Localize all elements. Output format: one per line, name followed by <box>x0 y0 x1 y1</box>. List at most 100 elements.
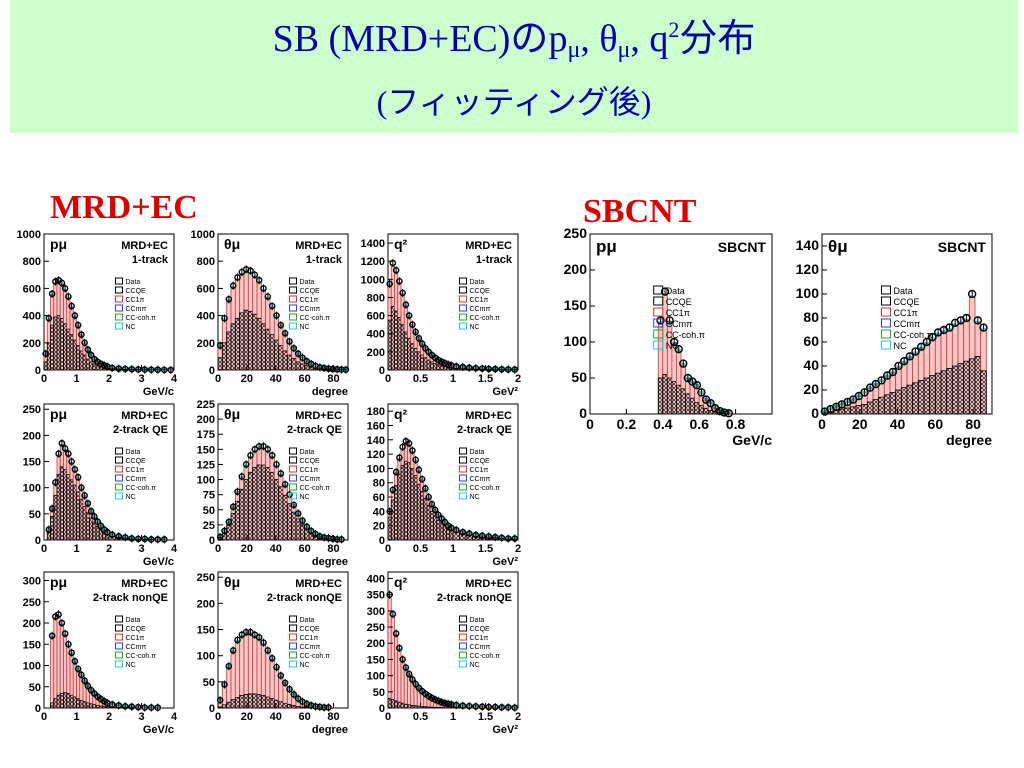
data-point <box>656 316 665 325</box>
data-point <box>277 672 285 679</box>
mc-ccqe-bar <box>230 699 236 709</box>
legend-label: CC-coh.π <box>666 330 705 340</box>
data-point <box>389 610 397 618</box>
panel-label: 2-track QE <box>287 424 342 436</box>
mc-ccqe-bar <box>872 399 880 415</box>
panel-label: MRD+EC <box>295 578 342 590</box>
data-point <box>441 699 449 707</box>
data-point <box>55 611 62 618</box>
legend-swatch <box>459 304 467 312</box>
y-tick-label: 100 <box>23 483 41 495</box>
mc-ccqe-bar <box>433 515 438 541</box>
legend-label: CCQE <box>894 297 920 307</box>
chart-sbcnt-theta: 0 20 40 60 80 0 20 40 60 80 100 120 140 degree θμ SBCNT… <box>796 233 993 448</box>
panel-label: 2-track QE <box>457 424 512 436</box>
x-axis-label: degree <box>312 556 348 568</box>
y-tick-label: 20 <box>803 381 819 397</box>
legend-swatch <box>653 285 664 295</box>
mc-ccqe-bar <box>286 703 293 709</box>
mc-ccqe-bar <box>278 701 284 709</box>
mc-ccqe-bar <box>433 706 438 709</box>
y-tick-label: 150 <box>197 625 215 637</box>
data-point <box>299 517 306 524</box>
data-point <box>333 366 341 373</box>
mc-ccqe-bar <box>410 468 415 541</box>
data-point <box>459 528 467 536</box>
data-point <box>147 366 155 374</box>
data-point <box>74 473 82 481</box>
mc-ccqe-bar <box>252 693 258 709</box>
mc-ccqe-bar <box>912 382 919 415</box>
x-tick-label: 0 <box>215 711 221 723</box>
mc-ccqe-bar <box>230 513 236 541</box>
data-point <box>877 376 886 385</box>
y-tick-label: 140 <box>367 435 385 447</box>
data-point <box>697 388 706 397</box>
x-tick-label: 0 <box>385 373 391 385</box>
data-point <box>441 518 449 526</box>
legend-swatch <box>115 286 123 294</box>
y-tick-label: 200 <box>197 338 215 350</box>
chart-mrd-2tracknonqe-theta: 0 20 40 60 80 0 50 100 150 200 250 degree θμ MRD+EC 2-… <box>197 571 349 736</box>
data-point <box>399 289 406 297</box>
mc-ccqe-bar <box>239 695 245 709</box>
mc-ccqe-bar <box>95 525 100 541</box>
mc-ccqe-bar <box>282 494 288 541</box>
data-point <box>100 361 108 369</box>
chart-sbcnt-p: 0 0.2 0.4 0.6 0.8 0 50 100 150 200 250 GeV/c pμ SBCNT… <box>564 225 773 448</box>
data-point <box>277 321 285 329</box>
data-point <box>216 696 224 704</box>
data-point <box>251 271 259 279</box>
mc-ccqe-bar <box>269 698 275 709</box>
data-point <box>247 267 254 275</box>
mc-ccqe-bar <box>50 702 55 709</box>
data-point <box>438 515 445 522</box>
title-q: q <box>649 18 669 60</box>
data-point <box>415 334 423 342</box>
mc-ccqe-bar <box>394 700 399 709</box>
data-point <box>498 365 506 373</box>
legend-label: CC1π <box>300 297 319 304</box>
data-point <box>409 676 416 683</box>
mc-ccqe-bar <box>426 359 431 371</box>
x-tick-label: 80 <box>327 711 339 723</box>
legend-swatch <box>459 456 467 464</box>
legend-swatch <box>459 322 467 330</box>
mc-total-bar <box>53 618 58 709</box>
x-tick-label: 40 <box>270 373 282 385</box>
x-axis-label: degree <box>946 432 992 448</box>
data-point <box>392 630 400 637</box>
x-axis-label: degree <box>312 724 348 736</box>
mc-ccqe-bar <box>397 317 402 371</box>
legend-swatch <box>289 456 297 464</box>
mc-ccqe-bar <box>295 361 301 371</box>
mc-ccqe-bar <box>269 471 275 541</box>
variable-label: pμ <box>596 237 617 256</box>
page-title: SB (MRD+EC)のpμ, θμ, q2分布 <box>10 8 1018 72</box>
data-point <box>435 511 442 519</box>
mc-ccqe-bar <box>234 317 241 371</box>
x-tick-label: 3 <box>138 711 144 723</box>
legend-label: CCmπ <box>470 644 491 651</box>
legend-label: CCQE <box>300 288 321 295</box>
title-theta-mu: μ <box>617 37 631 63</box>
y-tick-label: 150 <box>23 457 41 469</box>
data-point <box>108 531 116 539</box>
mc-ccqe-bar <box>66 474 71 541</box>
title-suffix: 分布 <box>679 18 756 60</box>
legend-swatch <box>289 651 297 659</box>
data-point <box>78 484 85 491</box>
legend-label: Data <box>666 286 685 296</box>
mc-ccqe-bar <box>79 350 84 371</box>
legend-swatch <box>115 277 123 285</box>
data-point <box>888 367 898 377</box>
data-point <box>141 535 149 543</box>
mc-ccqe-bar <box>79 699 84 709</box>
data-point <box>472 531 480 539</box>
variable-label: q² <box>394 574 408 590</box>
y-tick-label: 225 <box>197 399 215 411</box>
mc-ccqe-bar <box>390 499 395 541</box>
data-point <box>459 363 467 371</box>
mc-ccqe-bar <box>92 363 97 371</box>
data-point <box>225 518 233 526</box>
